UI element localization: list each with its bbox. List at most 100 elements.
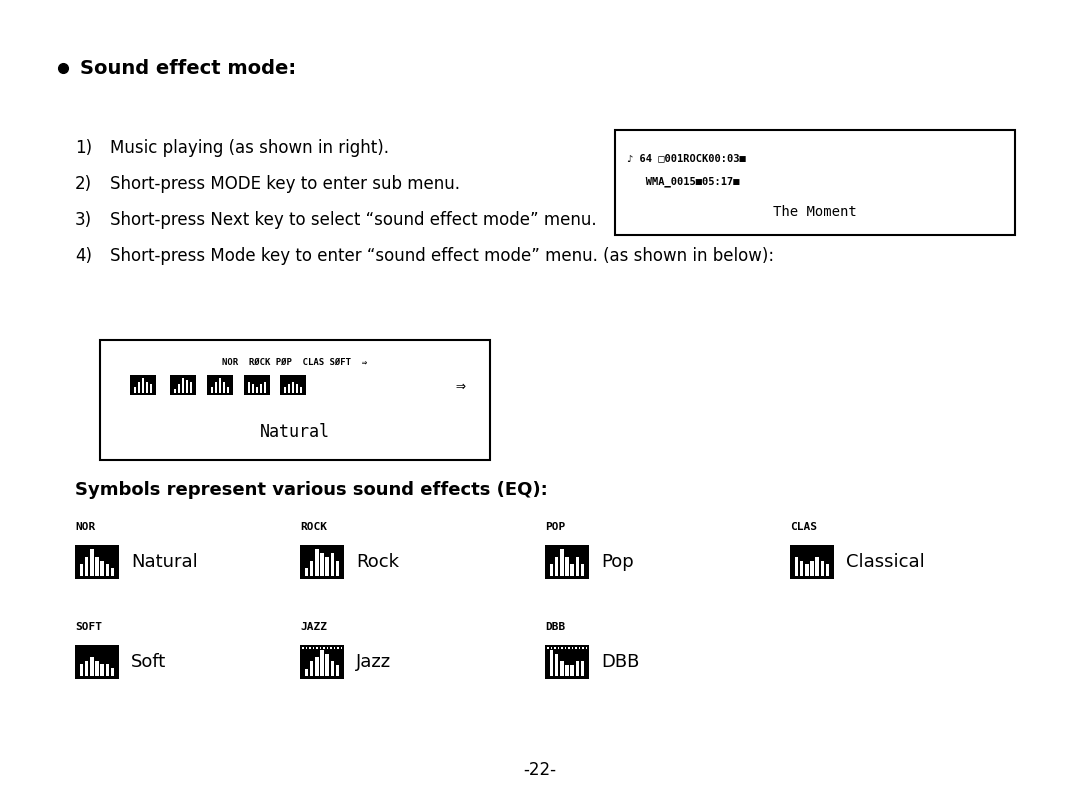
Bar — [546, 647, 549, 649]
Bar — [95, 557, 98, 576]
Bar — [178, 384, 180, 393]
Bar — [826, 565, 829, 576]
Text: SOFT: SOFT — [75, 622, 102, 632]
Text: ⇒: ⇒ — [455, 377, 465, 395]
Text: Music playing (as shown in right).: Music playing (as shown in right). — [110, 139, 389, 157]
Bar — [555, 653, 558, 676]
Bar — [259, 384, 262, 393]
Bar — [585, 647, 588, 649]
Text: CLAS: CLAS — [789, 522, 816, 532]
Bar — [582, 647, 583, 649]
Bar — [100, 561, 104, 576]
Bar — [550, 565, 553, 576]
Bar — [336, 665, 339, 676]
Bar — [100, 340, 490, 460]
Bar — [325, 653, 328, 676]
Bar — [134, 387, 136, 393]
Text: Short-press Next key to select “sound effect mode” menu.: Short-press Next key to select “sound ef… — [110, 211, 596, 229]
Bar — [576, 557, 579, 576]
Bar — [80, 565, 83, 576]
Bar — [106, 565, 109, 576]
Bar — [222, 382, 226, 393]
Bar — [305, 569, 308, 576]
Bar — [320, 647, 321, 649]
Bar — [247, 382, 251, 393]
Bar — [570, 565, 573, 576]
Bar — [336, 561, 339, 576]
Bar — [326, 647, 328, 649]
Bar — [334, 647, 335, 649]
Bar — [321, 553, 324, 576]
Text: DBB: DBB — [600, 653, 639, 671]
Bar — [337, 647, 338, 649]
Bar — [315, 657, 319, 676]
Text: WMA▁0015■05:17■: WMA▁0015■05:17■ — [627, 177, 740, 187]
Bar — [571, 647, 573, 649]
Bar — [323, 647, 324, 649]
Bar — [316, 647, 318, 649]
Text: Soft: Soft — [131, 653, 166, 671]
Bar — [146, 382, 148, 393]
Bar — [181, 378, 185, 393]
Bar — [85, 661, 89, 676]
Bar — [95, 661, 98, 676]
Bar — [810, 561, 813, 576]
Text: 4): 4) — [75, 247, 92, 265]
Bar — [330, 661, 334, 676]
Bar — [300, 645, 345, 679]
Bar — [256, 387, 258, 393]
Text: DBB: DBB — [545, 622, 565, 632]
Text: Classical: Classical — [846, 553, 924, 571]
Text: NOR: NOR — [75, 522, 95, 532]
Bar — [340, 647, 342, 649]
Text: 1): 1) — [75, 139, 92, 157]
Text: JAZZ: JAZZ — [300, 622, 327, 632]
Bar — [292, 382, 295, 393]
Bar — [815, 557, 819, 576]
Bar — [581, 565, 584, 576]
Bar — [555, 557, 558, 576]
Bar — [565, 557, 569, 576]
Bar — [554, 647, 555, 649]
Bar — [330, 647, 332, 649]
Bar — [310, 661, 313, 676]
Bar — [111, 669, 114, 676]
Bar — [150, 384, 152, 393]
Text: 3): 3) — [75, 211, 92, 229]
Text: Short-press Mode key to enter “sound effect mode” menu. (as shown in below):: Short-press Mode key to enter “sound eff… — [110, 247, 774, 265]
Bar — [252, 384, 254, 393]
Bar — [581, 661, 584, 676]
Bar — [321, 650, 324, 676]
Bar — [579, 647, 580, 649]
Bar — [330, 553, 334, 576]
Text: 2): 2) — [75, 175, 92, 193]
Text: Short-press MODE key to enter sub menu.: Short-press MODE key to enter sub menu. — [110, 175, 460, 193]
Bar — [75, 545, 119, 579]
Bar — [575, 647, 577, 649]
Bar — [80, 665, 83, 676]
Bar — [264, 382, 267, 393]
Bar — [795, 557, 798, 576]
Text: Symbols represent various sound effects (EQ):: Symbols represent various sound effects … — [75, 481, 548, 499]
Bar — [190, 382, 192, 393]
Bar — [227, 387, 229, 393]
Bar — [570, 665, 573, 676]
Bar — [280, 375, 306, 395]
Bar — [170, 375, 195, 395]
Bar — [111, 569, 114, 576]
Bar — [174, 389, 176, 393]
Text: Natural: Natural — [131, 553, 198, 571]
Bar — [305, 669, 308, 676]
Text: Sound effect mode:: Sound effect mode: — [80, 59, 296, 78]
Bar — [561, 549, 564, 576]
Bar — [287, 384, 291, 393]
Text: -22-: -22- — [524, 761, 556, 779]
Bar — [821, 561, 824, 576]
Text: Jazz: Jazz — [356, 653, 391, 671]
Text: Natural: Natural — [260, 423, 330, 441]
Bar — [800, 561, 804, 576]
Bar — [296, 384, 298, 393]
Bar — [211, 387, 214, 393]
Text: ♪ 64 □001ROCK00:03■: ♪ 64 □001ROCK00:03■ — [627, 153, 746, 163]
Text: ROCK: ROCK — [300, 522, 327, 532]
